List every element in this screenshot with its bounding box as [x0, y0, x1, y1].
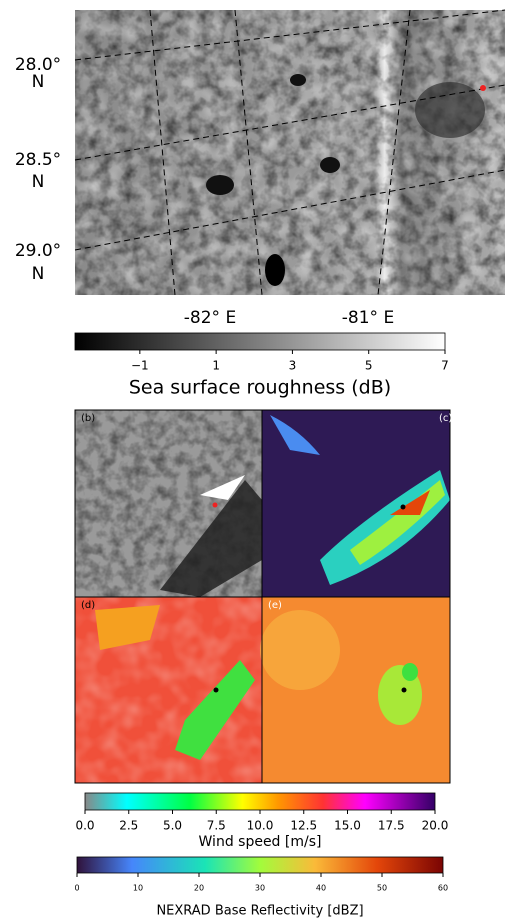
colorbar-label: Wind speed [m/s]	[199, 834, 322, 850]
tick-label: 15.0	[334, 819, 361, 833]
tick-label: 0	[74, 884, 79, 893]
lat-label: 29.0°	[15, 241, 61, 261]
lat-label: N	[32, 264, 45, 284]
tick-label: 5.0	[163, 819, 182, 833]
tick-label: 20.0	[422, 819, 449, 833]
tick-label: 60	[438, 884, 448, 893]
tick-label: 50	[377, 884, 387, 893]
lat-label: N	[32, 72, 45, 92]
tick-label: 12.5	[290, 819, 317, 833]
tick-label: −1	[131, 359, 149, 373]
tick-label: 30	[255, 884, 265, 893]
tick-label: 2.5	[119, 819, 138, 833]
tick-label: 5	[365, 359, 373, 373]
lon-label: -81° E	[342, 308, 394, 328]
figure: 28.0°N28.5°N29.0°N-82° E-81° E(b)(c)(d)(…	[0, 0, 508, 922]
panel-label: (c)	[439, 413, 452, 424]
colorbar-label: Sea surface roughness (dB)	[129, 377, 391, 399]
lon-label: -82° E	[184, 308, 236, 328]
lat-label: N	[32, 172, 45, 192]
panel-label: (e)	[268, 600, 282, 611]
lat-label: 28.5°	[15, 150, 61, 170]
colorbar	[77, 857, 443, 873]
colorbar-label: NEXRAD Base Reflectivity [dBZ]	[156, 904, 363, 919]
tick-label: 3	[289, 359, 297, 373]
panel-label: (b)	[81, 413, 95, 424]
panel-label: (d)	[81, 600, 95, 611]
tick-label: 40	[316, 884, 326, 893]
tick-label: 0.0	[75, 819, 94, 833]
tick-label: 17.5	[378, 819, 405, 833]
colorbar	[75, 333, 445, 350]
tick-label: 10	[133, 884, 143, 893]
tick-label: 20	[194, 884, 204, 893]
panels	[75, 410, 450, 783]
colorbar	[85, 793, 435, 810]
tick-label: 7	[441, 359, 449, 373]
tick-label: 10.0	[247, 819, 274, 833]
sar-map	[75, 10, 505, 295]
tick-label: 7.5	[207, 819, 226, 833]
tick-label: 1	[212, 359, 220, 373]
